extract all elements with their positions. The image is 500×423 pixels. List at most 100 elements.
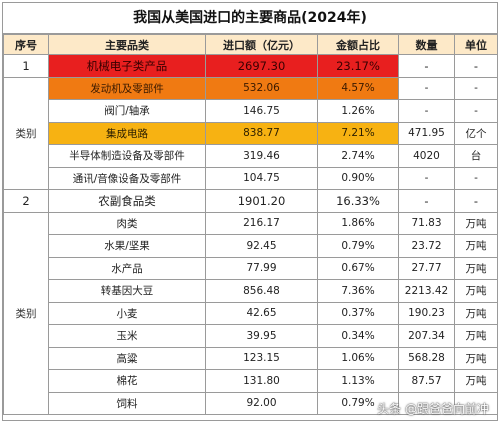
import-value-cell: 42.65	[205, 301, 318, 325]
share-cell: 7.21%	[317, 121, 399, 145]
unit-cell: 亿个	[454, 121, 497, 145]
table-row: 通讯/音像设备及零部件 104.75 0.90% - -	[4, 166, 497, 190]
import-value-cell: 838.77	[205, 121, 318, 145]
unit-cell: -	[454, 76, 497, 100]
quantity-cell: -	[398, 76, 455, 100]
share-cell: 0.34%	[317, 324, 399, 348]
quantity-cell: 207.34	[398, 324, 455, 348]
quantity-cell: 190.23	[398, 301, 455, 325]
share-cell: 0.37%	[317, 301, 399, 325]
table-row: 玉米 39.95 0.34% 207.34 万吨	[4, 324, 497, 348]
import-value-cell: 92.45	[205, 234, 318, 258]
share-cell: 16.33%	[317, 189, 399, 213]
table-row: 棉花 131.80 1.13% 87.57 万吨	[4, 369, 497, 393]
quantity-cell: -	[398, 54, 455, 78]
table-row: 1 机械电子类产品 2697.30 23.17% - -	[3, 54, 497, 78]
table-row: 半导体制造设备及零部件 319.46 2.74% 4020 台	[4, 144, 497, 168]
watermark: 头条 @跟爸爸向前冲	[377, 402, 489, 416]
share-cell: 0.79%	[317, 234, 399, 258]
unit-cell: 万吨	[454, 256, 497, 280]
unit-cell: -	[454, 166, 497, 190]
quantity-cell: -	[398, 189, 455, 213]
quantity-cell: 23.72	[398, 234, 455, 258]
category-name-cell: 发动机及零部件	[48, 76, 206, 100]
header-unit: 单位	[454, 34, 497, 55]
unit-cell: 万吨	[454, 369, 497, 393]
table-row: 类别 肉类 216.17 1.86% 71.83 万吨	[3, 211, 497, 415]
category-name-cell: 转基因大豆	[48, 279, 206, 303]
quantity-cell: 471.95	[398, 121, 455, 145]
category-name-cell: 半导体制造设备及零部件	[48, 144, 206, 168]
import-value-cell: 1901.20	[205, 189, 318, 213]
share-cell: 0.90%	[317, 166, 399, 190]
quantity-cell: 568.28	[398, 346, 455, 370]
table-row: 小麦 42.65 0.37% 190.23 万吨	[4, 301, 497, 325]
share-cell: 1.26%	[317, 99, 399, 123]
share-cell: 1.06%	[317, 346, 399, 370]
category-name-cell: 水果/坚果	[48, 234, 206, 258]
unit-cell: 万吨	[454, 301, 497, 325]
quantity-cell: 71.83	[398, 211, 455, 235]
table-row: 水果/坚果 92.45 0.79% 23.72 万吨	[4, 234, 497, 258]
import-value-cell: 123.15	[205, 346, 318, 370]
import-table: 序号 主要品类 进口额（亿元） 金额占比 数量 单位 1 机械电子类产品 2697.…	[3, 34, 497, 415]
header-quantity: 数量	[398, 34, 455, 55]
seq-cell: 2	[3, 189, 49, 213]
table-title: 我国从美国进口的主要商品(2024年)	[3, 3, 497, 34]
unit-cell: -	[454, 189, 497, 213]
import-value-cell: 532.06	[205, 76, 318, 100]
category-name-cell: 集成电路	[48, 121, 206, 145]
import-value-cell: 92.00	[205, 391, 318, 415]
category-group-label: 类别	[3, 211, 49, 415]
category-name-cell: 高粱	[48, 346, 206, 370]
import-value-cell: 131.80	[205, 369, 318, 393]
unit-cell: -	[454, 54, 497, 78]
table-row: 转基因大豆 856.48 7.36% 2213.42 万吨	[4, 279, 497, 303]
header-share: 金额占比	[317, 34, 399, 55]
table-row: 高粱 123.15 1.06% 568.28 万吨	[4, 346, 497, 370]
share-cell: 7.36%	[317, 279, 399, 303]
import-value-cell: 39.95	[205, 324, 318, 348]
unit-cell: 万吨	[454, 211, 497, 235]
table-row: 阀门/轴承 146.75 1.26% - -	[4, 99, 497, 123]
category-name-cell: 肉类	[48, 211, 206, 235]
table-row: 水产品 77.99 0.67% 27.77 万吨	[4, 256, 497, 280]
import-value-cell: 104.75	[205, 166, 318, 190]
quantity-cell: -	[398, 99, 455, 123]
table-row: 类别 发动机及零部件 532.06 4.57% - -	[3, 76, 497, 190]
category-name-cell: 通讯/音像设备及零部件	[48, 166, 206, 190]
table-row: 饲料 92.00 0.79%	[4, 391, 497, 415]
header-category: 主要品类	[48, 34, 206, 55]
quantity-cell: 2213.42	[398, 279, 455, 303]
unit-cell: -	[454, 99, 497, 123]
header-row: 序号 主要品类 进口额（亿元） 金额占比 数量 单位	[3, 34, 497, 55]
unit-cell: 万吨	[454, 279, 497, 303]
import-value-cell: 856.48	[205, 279, 318, 303]
category-name-cell: 棉花	[48, 369, 206, 393]
quantity-cell: 27.77	[398, 256, 455, 280]
share-cell: 0.79%	[317, 391, 399, 415]
quantity-cell: 4020	[398, 144, 455, 168]
table-row: 2 农副食品类 1901.20 16.33% - -	[3, 189, 497, 213]
quantity-cell: -	[398, 166, 455, 190]
header-import-value: 进口额（亿元）	[205, 34, 318, 55]
import-value-cell: 319.46	[205, 144, 318, 168]
share-cell: 23.17%	[317, 54, 399, 78]
unit-cell: 万吨	[454, 324, 497, 348]
share-cell: 1.86%	[317, 211, 399, 235]
unit-cell: 万吨	[454, 234, 497, 258]
unit-cell: 万吨	[454, 346, 497, 370]
import-value-cell: 146.75	[205, 99, 318, 123]
import-value-cell: 216.17	[205, 211, 318, 235]
category-name-cell: 小麦	[48, 301, 206, 325]
share-cell: 1.13%	[317, 369, 399, 393]
category-group-label: 类别	[3, 76, 49, 190]
category-name-cell: 玉米	[48, 324, 206, 348]
share-cell: 2.74%	[317, 144, 399, 168]
import-value-cell: 77.99	[205, 256, 318, 280]
import-value-cell: 2697.30	[205, 54, 318, 78]
share-cell: 0.67%	[317, 256, 399, 280]
table-row: 集成电路 838.77 7.21% 471.95 亿个	[4, 121, 497, 145]
quantity-cell: 87.57	[398, 369, 455, 393]
